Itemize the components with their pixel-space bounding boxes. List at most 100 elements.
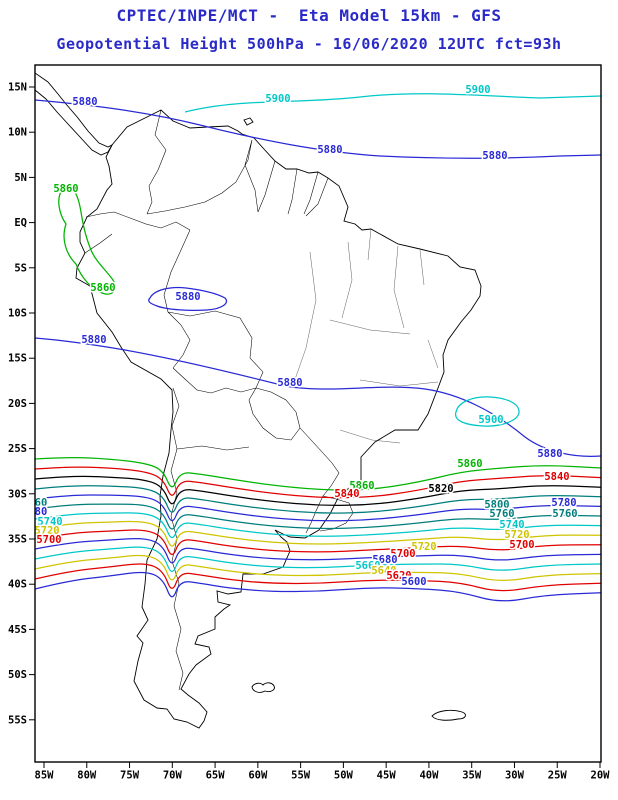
contour-label: 5680 (372, 554, 397, 566)
map-frame (34, 64, 602, 763)
contour-5880-closed-central (148, 286, 228, 311)
contour-label: 5700 (509, 539, 534, 551)
lon-tick-label: 85W (35, 770, 55, 782)
contour-line-5700 (35, 529, 601, 556)
contour-line-5660 (35, 546, 601, 573)
lon-tick-label: 25W (548, 770, 568, 782)
contour-label: 5860 (457, 458, 482, 470)
lat-tick-label: 40S (8, 579, 27, 591)
contour-label: 5740 (499, 519, 524, 531)
contour-label: 60 (35, 497, 48, 509)
contour-line-5840 (35, 466, 601, 499)
contour-label: 5900 (465, 84, 490, 96)
contour-label: 5820 (428, 483, 453, 495)
contour-label: 80 (35, 506, 48, 518)
contour-label: 5880 (317, 144, 342, 156)
contour-label: 5860 (53, 183, 78, 195)
contour-label: 5720 (504, 529, 529, 541)
contour-label: 5880 (81, 334, 106, 346)
isolated-contours (35, 93, 601, 457)
lat-tick-label: 10N (8, 127, 27, 139)
lon-tick-label: 45W (377, 770, 397, 782)
contour-line-5760 (35, 503, 601, 530)
contour-line-5860 (35, 457, 601, 491)
contour-label: 5880 (277, 377, 302, 389)
lon-tick-label: 70W (163, 770, 183, 782)
contour-label: 5880 (537, 448, 562, 460)
lon-tick-label: 35W (462, 770, 482, 782)
contour-line-5680 (35, 537, 601, 564)
contour-label: 5860 (349, 480, 374, 492)
south-america-coastline (75, 109, 482, 729)
contour-label: 5620 (386, 570, 411, 582)
lon-tick-label: 30W (505, 770, 525, 782)
contour-label: 5900 (478, 414, 503, 426)
lat-tick-label: 15N (8, 82, 27, 94)
contour-line-5720 (35, 520, 601, 547)
contour-label: 5840 (544, 471, 569, 483)
contour-label: 5760 (489, 508, 514, 520)
contour-5900-closed-southeast (454, 396, 520, 427)
contour-line-5600 (35, 571, 601, 602)
falkland-islands (251, 682, 275, 693)
lon-tick-label: 80W (77, 770, 97, 782)
contour-label: 5860 (90, 282, 115, 294)
contour-label: 5720 (411, 541, 436, 553)
contour-line-5780 (35, 494, 601, 522)
chart-title-line2: Geopotential Height 500hPa - 16/06/2020 … (56, 35, 562, 53)
lat-tick-label: EQ (14, 217, 27, 229)
southern-contour-band (35, 457, 601, 602)
contour-label: 5740 (37, 516, 62, 528)
south-georgia-island (431, 709, 466, 721)
lat-tick-label: 25S (8, 443, 27, 455)
contour-line-5800 (35, 485, 601, 514)
lat-tick-label: 10S (8, 308, 27, 320)
axis-group: 15N 10N 5N EQ 5S 10S 15S 20S 25S 30S 35S 40S 45S 50S 5… (8, 82, 610, 782)
contour-label: 5640 (371, 565, 396, 577)
contour-line-5740 (35, 512, 601, 539)
contour-label: 5760 (552, 508, 577, 520)
lat-tick-label: 5S (14, 262, 27, 274)
lat-tick-label: 55S (8, 714, 27, 726)
state-borders (291, 228, 439, 444)
contour-5880-north (35, 99, 601, 159)
lat-tick-label: 20S (8, 398, 27, 410)
contour-label: 5600 (401, 576, 426, 588)
contour-labels: 5880 5900 5900 5880 5880 5860 5860 5880 5880 5880… (33, 83, 579, 590)
contour-label: 5900 (265, 93, 290, 105)
contour-label: 5880 (175, 291, 200, 303)
lon-tick-label: 40W (419, 770, 439, 782)
contour-label: 5720 (34, 525, 59, 537)
country-borders (84, 109, 354, 691)
contour-label: 5700 (390, 548, 415, 560)
contour-label: 5800 (484, 499, 509, 511)
lat-tick-label: 45S (8, 624, 27, 636)
contour-label: 5700 (36, 534, 61, 546)
lon-tick-label: 75W (120, 770, 140, 782)
trinidad-island (243, 117, 254, 126)
lat-tick-label: 35S (8, 534, 27, 546)
lat-tick-label: 50S (8, 669, 27, 681)
contour-5900-north (184, 93, 601, 113)
landmass-group (35, 72, 482, 729)
central-america-coastline (35, 72, 114, 156)
lon-tick-label: 60W (248, 770, 268, 782)
lat-tick-label: 15S (8, 353, 27, 365)
lat-tick-label: 5N (14, 172, 27, 184)
contour-5860-peru (58, 184, 116, 295)
lon-tick-label: 20W (591, 770, 611, 782)
contour-label: 5660 (355, 560, 380, 572)
contour-label: 5840 (334, 488, 359, 500)
lon-tick-label: 65W (206, 770, 226, 782)
lat-tick-label: 30S (8, 488, 27, 500)
contour-line-5820 (35, 475, 601, 506)
contour-line-5640 (35, 554, 601, 581)
lon-tick-label: 50W (334, 770, 354, 782)
contour-label: 5780 (551, 497, 576, 509)
contour-label: 5880 (72, 96, 97, 108)
lon-tick-label: 55W (291, 770, 311, 782)
contour-line-5620 (35, 563, 601, 592)
chart-title-line1: CPTEC/INPE/MCT - Eta Model 15km - GFS (116, 6, 502, 25)
